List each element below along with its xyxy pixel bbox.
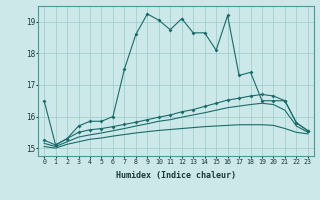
X-axis label: Humidex (Indice chaleur): Humidex (Indice chaleur) <box>116 171 236 180</box>
